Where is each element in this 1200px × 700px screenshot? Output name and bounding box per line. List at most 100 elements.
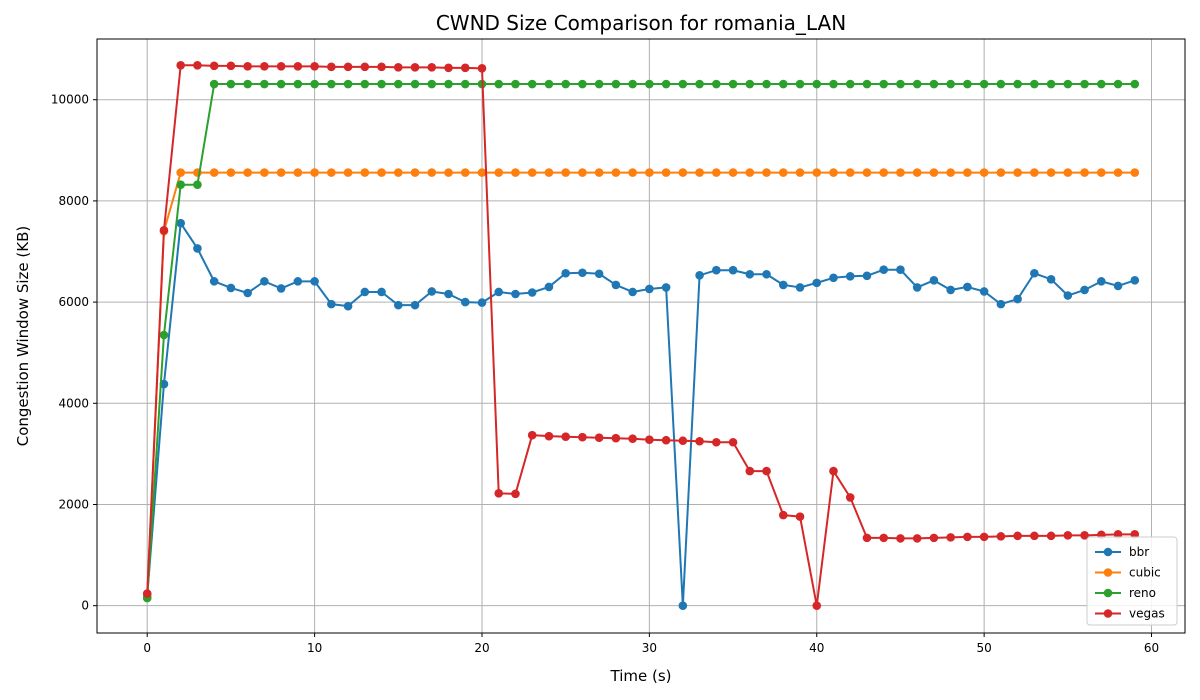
reno-point: [226, 79, 236, 89]
cubic-point: [661, 168, 671, 177]
vegas-point: [310, 62, 319, 71]
cubic-point: [226, 168, 236, 177]
vegas-point: [1030, 531, 1039, 541]
axis-ticks: 0 10 20 30 40 50 60 0 2000 4000 6000 8000 10000: [51, 93, 1159, 655]
cubic-point: [1030, 168, 1039, 177]
bbr-point: [477, 298, 487, 307]
cubic-point: [327, 168, 336, 177]
cubic-point: [477, 168, 487, 177]
vegas-point: [544, 431, 554, 441]
x-tick-label: 30: [642, 641, 657, 655]
reno-point: [896, 79, 905, 89]
cubic-point: [611, 168, 621, 177]
reno-point: [1130, 79, 1140, 89]
vegas-point: [142, 589, 152, 598]
vegas-point: [293, 62, 303, 71]
vegas-point: [745, 466, 755, 476]
vegas-point: [226, 61, 236, 71]
bbr-point: [511, 289, 520, 299]
legend-box: [1086, 536, 1178, 626]
series-layer: [142, 61, 1140, 610]
bbr-point: [1080, 285, 1089, 295]
series-reno: [142, 79, 1140, 603]
reno-point: [929, 79, 939, 89]
cubic-point: [728, 168, 738, 177]
reno-point: [812, 79, 822, 89]
bbr-point: [879, 265, 889, 275]
reno-point: [1080, 79, 1089, 89]
legend-label: vegas: [1129, 607, 1165, 621]
vegas-point: [1080, 531, 1089, 540]
reno-point: [360, 79, 370, 89]
vegas-point: [778, 510, 788, 520]
bbr-point: [645, 284, 654, 294]
cubic-point: [745, 168, 755, 177]
vegas-point: [879, 533, 889, 543]
legend-label: reno: [1129, 586, 1156, 600]
vegas-point: [929, 533, 939, 543]
cubic-point: [762, 168, 771, 177]
bbr-point: [979, 287, 989, 296]
bbr-point: [845, 272, 855, 281]
vegas-point: [812, 601, 822, 610]
cubic-point: [410, 168, 420, 177]
reno-point: [410, 79, 420, 89]
reno-point: [343, 79, 353, 89]
bbr-point: [427, 287, 437, 296]
cubic-point: [276, 168, 286, 177]
bbr-point: [527, 288, 537, 297]
vegas-point: [896, 534, 905, 543]
cubic-point: [243, 168, 252, 177]
bbr-point: [1013, 294, 1022, 304]
vegas-point: [695, 436, 704, 446]
cubic-point: [427, 168, 437, 177]
reno-point: [544, 79, 554, 89]
bbr-point: [293, 277, 303, 286]
bbr-point: [812, 278, 822, 288]
reno-point: [377, 79, 386, 89]
reno-point: [661, 79, 671, 89]
cubic-point: [979, 168, 989, 177]
cubic-point: [1113, 168, 1123, 177]
bbr-point: [209, 277, 219, 286]
reno-point: [1113, 79, 1123, 89]
bbr-point: [745, 269, 755, 279]
x-tick-label: 50: [976, 641, 991, 655]
cubic-point: [209, 168, 219, 177]
vegas-point: [444, 63, 453, 73]
y-tick-label: 4000: [58, 396, 89, 410]
cubic-point: [360, 168, 370, 177]
reno-point: [1013, 79, 1022, 89]
vegas-point: [1130, 530, 1140, 539]
reno-point: [963, 79, 972, 89]
bbr-point: [243, 288, 252, 298]
bbr-point: [678, 601, 688, 610]
reno-point: [745, 79, 755, 89]
cubic-point: [845, 168, 855, 177]
x-tick-label: 40: [809, 641, 824, 655]
vegas-point: [561, 432, 570, 441]
reno-point: [561, 79, 570, 89]
cubic-point: [963, 168, 972, 177]
bbr-point: [1046, 275, 1056, 284]
bbr-point: [728, 265, 738, 275]
cubic-point: [1063, 168, 1073, 177]
vegas-point: [661, 435, 671, 445]
bbr-point: [1063, 291, 1073, 300]
bbr-point: [611, 280, 621, 290]
bbr-point: [260, 277, 269, 286]
vegas-point: [393, 63, 403, 72]
x-tick-label: 60: [1144, 641, 1159, 655]
cubic-point: [544, 168, 554, 177]
cubic-point: [1046, 168, 1056, 177]
bbr-point: [712, 265, 721, 275]
bbr-point: [377, 287, 386, 297]
cubic-point: [393, 168, 403, 177]
vegas-point: [260, 62, 269, 71]
vegas-point: [159, 225, 169, 235]
cubic-point: [778, 168, 788, 177]
bbr-point: [410, 300, 420, 310]
series-vegas: [142, 61, 1140, 610]
